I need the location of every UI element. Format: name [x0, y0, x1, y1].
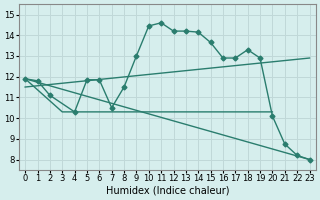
X-axis label: Humidex (Indice chaleur): Humidex (Indice chaleur)	[106, 186, 229, 196]
